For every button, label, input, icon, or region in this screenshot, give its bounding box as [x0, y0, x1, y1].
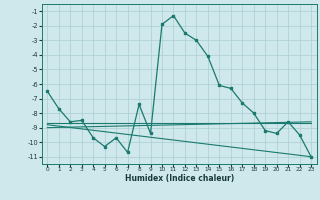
X-axis label: Humidex (Indice chaleur): Humidex (Indice chaleur) [124, 174, 234, 183]
